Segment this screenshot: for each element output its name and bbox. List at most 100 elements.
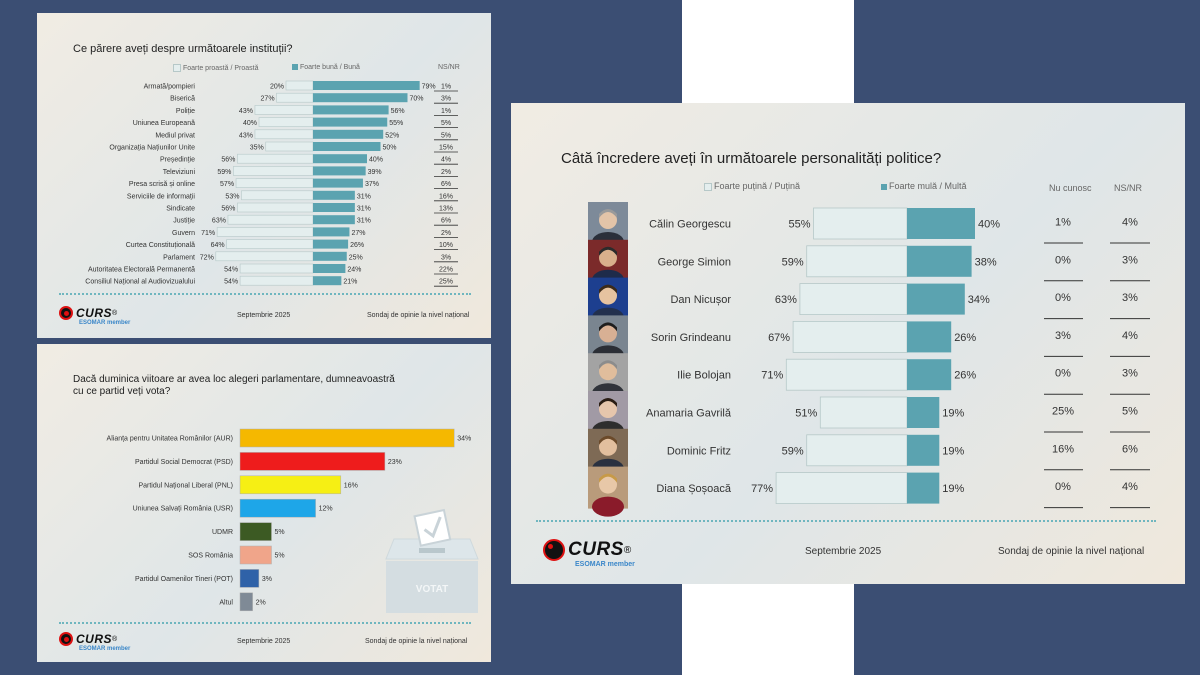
- logo-sub: ESOMAR member: [575, 561, 635, 568]
- institutions-legend-negative: Foarte proastă / Proastă: [173, 64, 258, 72]
- value-negative: 56%: [221, 206, 235, 213]
- bar-positive: [313, 239, 349, 249]
- curs-logo-icon: [543, 539, 565, 561]
- bar-negative: [215, 251, 314, 262]
- politicians-legend-ns: NS/NR: [1114, 183, 1143, 193]
- bar-positive: [907, 359, 952, 391]
- footer-note: Sondaj de opinie la nivel național: [998, 546, 1145, 557]
- politicians-legend-negative: Foarte puțină / Puțină: [704, 181, 800, 191]
- party-value: 2%: [256, 599, 266, 606]
- party-label: Partidul Social Democrat (PSD): [135, 459, 233, 466]
- bar-negative: [254, 105, 314, 115]
- value-negative: 59%: [782, 445, 804, 457]
- divider: [59, 622, 471, 624]
- legend-swatch-teal: [881, 183, 887, 190]
- politician-name: Călin Georgescu: [649, 219, 731, 231]
- value-positive: 31%: [357, 218, 371, 225]
- institution-label: Autoritatea Electorală Permanentă: [88, 267, 195, 274]
- portrait-hair: [599, 435, 617, 445]
- parties-title-line1: Dacă duminica viitoare ar avea loc alege…: [73, 374, 395, 385]
- value-negative: 71%: [201, 230, 215, 237]
- party-bar: [239, 498, 316, 518]
- bar-positive: [313, 264, 346, 273]
- bar-positive: [313, 105, 389, 115]
- value-negative: 51%: [795, 408, 817, 420]
- institution-label: Consiliul Național al Audiovizualului: [85, 279, 195, 286]
- value-unknown: 25%: [1052, 406, 1074, 418]
- bar-positive: [907, 208, 975, 239]
- bar-positive: [313, 215, 355, 225]
- party-label: Altul: [219, 599, 233, 606]
- politicians-legend-unknown: Nu cunosc: [1049, 183, 1092, 193]
- legend-swatch-teal: [292, 64, 298, 71]
- curs-logo: CURS ® ESOMAR member: [543, 539, 635, 568]
- bar-positive: [313, 154, 367, 164]
- party-bar: [239, 428, 455, 448]
- value-positive: 70%: [410, 96, 424, 103]
- ballot-label: VOTAT: [416, 584, 448, 595]
- portrait-face: [599, 362, 617, 381]
- institutions-title: Ce părere aveți despre următoarele insti…: [73, 43, 293, 55]
- institutions-chart: Armată/pompieri 20% 79% 1% Biserică 27% 70% 3% P…: [85, 80, 458, 287]
- parties-title-line2: cu ce partid veți vota?: [73, 386, 171, 397]
- party-bar: [239, 592, 253, 612]
- value-negative: 43%: [239, 108, 253, 115]
- curs-logo: CURS ® ESOMAR member: [59, 306, 130, 326]
- bar-negative: [241, 190, 314, 201]
- institution-label: Guvern: [172, 230, 195, 237]
- institution-label: Serviciile de informații: [127, 193, 196, 200]
- value-positive: 38%: [975, 256, 997, 268]
- parties-slide: Dacă duminica viitoare ar avea loc alege…: [37, 344, 491, 662]
- value-positive: 79%: [422, 84, 436, 91]
- institution-label: Uniunea Europeană: [133, 120, 195, 127]
- portrait-hair: [599, 473, 617, 483]
- party-bar: [239, 475, 342, 495]
- institution-label: Sindicate: [166, 206, 195, 213]
- institutions-legend-ns: NS/NR: [438, 64, 460, 71]
- politician-name: Dan Nicușor: [670, 294, 731, 306]
- bar-positive: [313, 117, 388, 127]
- institution-label: Mediul privat: [155, 132, 195, 139]
- value-positive: 24%: [347, 267, 361, 274]
- bar-negative: [254, 129, 314, 140]
- institution-label: Parlament: [163, 254, 195, 261]
- value-nsnr: 2%: [441, 230, 451, 237]
- value-negative: 54%: [224, 267, 238, 274]
- bar-negative: [239, 263, 314, 274]
- value-nsnr: 5%: [1122, 406, 1138, 418]
- value-nsnr: 5%: [441, 120, 451, 127]
- value-positive: 55%: [389, 120, 403, 127]
- value-positive: 19%: [942, 483, 964, 495]
- value-positive: 40%: [978, 219, 1000, 231]
- value-positive: 19%: [942, 408, 964, 420]
- party-label: Uniunea Salvați România (USR): [133, 506, 233, 513]
- legend-negative-label: Foarte puțină / Puțină: [714, 181, 801, 191]
- logo-text: CURS: [568, 539, 624, 560]
- bar-negative: [227, 214, 314, 225]
- politicians-slide: Câtă încredere aveți în următoarele pers…: [511, 103, 1185, 584]
- footer-date: Septembrie 2025: [237, 638, 291, 645]
- party-value: 16%: [344, 482, 358, 489]
- bar-positive: [907, 472, 940, 504]
- bar-negative: [233, 166, 314, 176]
- party-value: 3%: [262, 576, 272, 583]
- curs-logo: CURS ® ESOMAR member: [59, 632, 130, 652]
- portrait-hair: [599, 246, 617, 256]
- portrait-face: [599, 211, 617, 229]
- logo-sub: ESOMAR member: [79, 646, 131, 652]
- party-value: 23%: [388, 459, 402, 466]
- party-label: Alianța pentru Unitatea Românilor (AUR): [107, 436, 233, 443]
- bar-positive: [313, 142, 381, 151]
- value-negative: 56%: [221, 157, 235, 164]
- value-negative: 20%: [270, 84, 284, 91]
- value-positive: 37%: [365, 181, 379, 188]
- portrait-face: [599, 286, 617, 305]
- value-nsnr: 22%: [439, 267, 453, 274]
- value-positive: 26%: [954, 332, 976, 344]
- value-negative: 63%: [212, 218, 226, 225]
- politician-name: Diana Șoșoacă: [656, 483, 731, 495]
- logo-reg: ®: [112, 309, 118, 317]
- bar-negative: [265, 141, 314, 152]
- bar-positive: [313, 178, 363, 188]
- party-bar: [239, 545, 272, 565]
